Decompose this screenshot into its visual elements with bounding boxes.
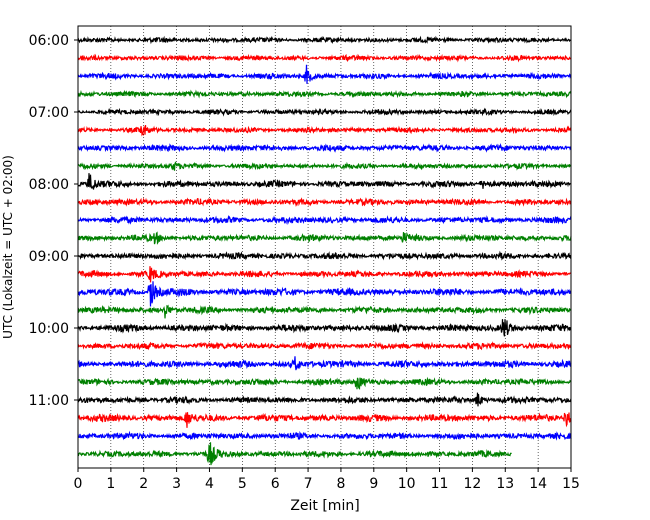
seismic-traces xyxy=(77,35,572,466)
trace-0830 xyxy=(77,214,572,225)
x-tick-label-7: 7 xyxy=(304,476,313,492)
trace-0800 xyxy=(77,173,572,190)
y-tick-label-3: 09:00 xyxy=(29,249,69,265)
y-tick-label-1: 07:00 xyxy=(29,105,69,121)
trace-0615 xyxy=(77,53,572,63)
y-tick-label-5: 11:00 xyxy=(29,393,69,409)
trace-0715 xyxy=(77,124,572,137)
y-axis-label: UTC (Lokalzeit = UTC + 02:00) xyxy=(1,155,15,339)
trace-0645 xyxy=(77,89,572,99)
trace-0815 xyxy=(77,197,572,208)
x-tick-label-14: 14 xyxy=(529,476,547,492)
trace-1115 xyxy=(77,412,572,428)
y-tick-label-4: 10:00 xyxy=(29,321,69,337)
x-tick-label-15: 15 xyxy=(562,476,580,492)
trace-1015 xyxy=(77,341,572,351)
trace-1045 xyxy=(77,376,572,390)
trace-0700 xyxy=(77,107,572,117)
y-tick-label-0: 06:00 xyxy=(29,33,69,49)
trace-1145 xyxy=(77,442,512,466)
x-tick-label-3: 3 xyxy=(172,476,181,492)
trace-0730 xyxy=(77,142,572,153)
x-axis-label: Zeit [min] xyxy=(290,498,359,514)
x-tick-label-4: 4 xyxy=(205,476,214,492)
y-axis-ticks: 06:00 07:00 08:00 09:00 10:00 11:00 xyxy=(29,33,78,409)
plot-frame xyxy=(77,25,572,469)
x-tick-label-6: 6 xyxy=(271,476,280,492)
trace-0600 xyxy=(77,35,571,45)
x-tick-label-13: 13 xyxy=(496,476,514,492)
trace-1100 xyxy=(77,392,572,407)
x-tick-label-0: 0 xyxy=(74,476,83,492)
x-tick-label-12: 12 xyxy=(463,476,481,492)
x-tick-label-1: 1 xyxy=(106,476,115,492)
x-tick-label-8: 8 xyxy=(336,476,345,492)
x-axis-ticks: 0 1 2 3 4 5 6 7 8 9 10 11 12 13 14 15 xyxy=(74,468,580,492)
x-tick-label-9: 9 xyxy=(369,476,378,492)
trace-0915 xyxy=(77,266,572,283)
trace-0745 xyxy=(77,161,572,171)
y-tick-label-2: 08:00 xyxy=(29,177,69,193)
x-tick-label-10: 10 xyxy=(398,476,416,492)
x-tick-label-11: 11 xyxy=(431,476,449,492)
trace-0630 xyxy=(77,64,572,84)
trace-0930 xyxy=(77,281,572,307)
trace-1030 xyxy=(77,356,572,371)
x-tick-label-5: 5 xyxy=(238,476,247,492)
trace-0845 xyxy=(77,231,572,245)
trace-1130 xyxy=(77,430,572,441)
x-tick-label-2: 2 xyxy=(139,476,148,492)
trace-0945 xyxy=(77,304,572,319)
trace-1000 xyxy=(77,319,572,337)
trace-0900 xyxy=(77,250,572,261)
